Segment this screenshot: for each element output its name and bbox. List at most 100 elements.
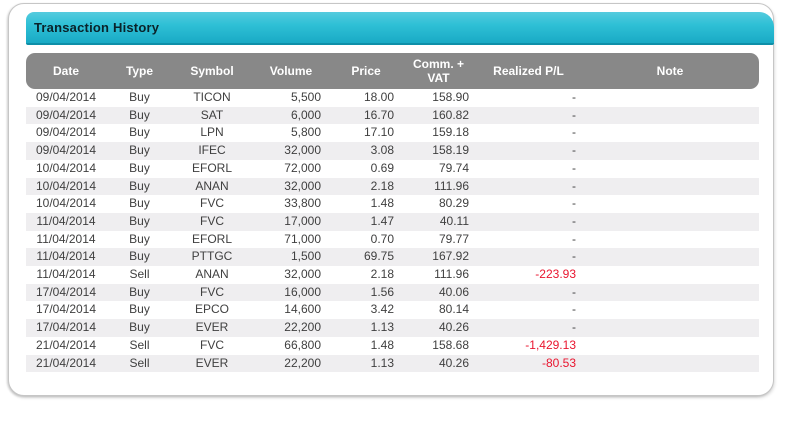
cell-type: Buy: [129, 160, 150, 175]
cell-realized_pl: -: [572, 196, 576, 211]
table-row: 11/04/2014 Buy EFORL 71,000 0.70 79.77 -: [26, 231, 759, 249]
panel-title: Transaction History: [34, 20, 160, 35]
cell-symbol: IFEC: [173, 142, 251, 160]
cell-date: 11/04/2014: [26, 212, 106, 231]
cell-type: Buy: [129, 302, 150, 317]
cell-comm_vat: 79.74: [438, 160, 469, 175]
cell-comm_vat: 40.11: [401, 212, 476, 231]
table-row: 21/04/2014 Sell FVC 66,800 1.48 158.68 -1,429.…: [26, 337, 759, 355]
cell-symbol: EPCO: [194, 302, 229, 317]
cell-volume: 14,600: [284, 302, 321, 317]
cell-volume: 22,200: [251, 319, 331, 337]
cell-note: [581, 124, 759, 142]
cell-price: 1.48: [370, 337, 394, 352]
table-row: 17/04/2014 Buy FVC 16,000 1.56 40.06-: [26, 283, 759, 302]
table-body: 09/04/2014 Buy TICON 5,500 18.00 158.90-09/04…: [26, 89, 759, 373]
cell-comm_vat: 159.18: [432, 125, 469, 140]
cell-volume: 33,800: [284, 196, 321, 211]
cell-realized_pl: -: [476, 283, 581, 302]
table-row: 09/04/2014 Buy LPN 5,800 17.10 159.18 -: [26, 124, 759, 142]
cell-date: 17/04/2014: [35, 302, 97, 317]
column-header-volume: Volume: [251, 53, 331, 89]
cell-type: Buy: [106, 142, 173, 160]
cell-type: Buy: [106, 212, 173, 231]
cell-comm_vat: 111.96: [401, 177, 476, 196]
cell-type: Sell: [106, 354, 173, 373]
cell-symbol: FVC: [173, 212, 251, 231]
panel-title-bar: Transaction History: [26, 12, 774, 45]
cell-price: 1.47: [331, 212, 401, 231]
cell-price: 3.08: [331, 142, 401, 160]
cell-date: 17/04/2014: [26, 319, 106, 337]
transaction-table: Date Type Symbol Volume Price Comm. + VAT Real…: [26, 53, 759, 373]
cell-type: Buy: [129, 231, 150, 246]
cell-note: [581, 89, 759, 107]
cell-symbol: PTTGC: [173, 248, 251, 267]
column-header-date: Date: [26, 53, 106, 89]
cell-note: [581, 337, 759, 355]
cell-comm_vat: 158.90: [432, 90, 469, 104]
cell-price: 16.70: [331, 106, 401, 125]
transaction-history-panel: Transaction History Date Type Symbol Volume…: [8, 3, 774, 396]
cell-volume: 32,000: [251, 177, 331, 196]
cell-symbol: EVER: [173, 319, 251, 337]
cell-realized_pl: -: [476, 106, 581, 125]
cell-date: 11/04/2014: [36, 231, 96, 246]
cell-realized_pl: -: [476, 212, 581, 231]
cell-realized_pl: -: [476, 177, 581, 196]
cell-note: [581, 177, 759, 196]
table-row: 11/04/2014 Buy PTTGC 1,500 69.75 167.92-: [26, 248, 759, 267]
cell-price: 1.13: [331, 319, 401, 337]
cell-note: [581, 212, 759, 231]
cell-price: 1.56: [331, 283, 401, 302]
cell-volume: 72,000: [284, 160, 321, 175]
cell-volume: 32,000: [284, 267, 321, 282]
cell-type: Buy: [106, 248, 173, 267]
cell-type: Buy: [106, 319, 173, 337]
cell-date: 09/04/2014: [35, 125, 97, 140]
cell-price: 69.75: [331, 248, 401, 267]
cell-realized_pl: -: [476, 319, 581, 337]
cell-realized_pl: -80.53: [476, 354, 581, 373]
cell-realized_pl: -: [572, 302, 576, 317]
cell-volume: 5,800: [290, 125, 321, 140]
cell-price: 3.42: [370, 302, 394, 317]
table-row: 09/04/2014 Buy SAT 6,000 16.70 160.82-: [26, 106, 759, 125]
cell-note: [581, 160, 759, 178]
column-header-note: Note: [581, 53, 759, 89]
cell-type: Buy: [106, 177, 173, 196]
table-row: 11/04/2014 Sell ANAN 32,000 2.18 111.96 -223.9…: [26, 266, 759, 284]
cell-comm_vat: 80.29: [438, 196, 469, 211]
cell-comm_vat: 158.19: [401, 142, 476, 160]
cell-type: Buy: [129, 90, 150, 104]
cell-type: Sell: [129, 337, 150, 352]
cell-price: 17.10: [363, 125, 394, 140]
cell-volume: 22,200: [251, 354, 331, 373]
cell-volume: 5,500: [290, 90, 321, 104]
table-row: 17/04/2014 Buy EVER 22,200 1.13 40.26-: [26, 319, 759, 337]
cell-volume: 1,500: [251, 248, 331, 267]
cell-comm_vat: 40.06: [401, 283, 476, 302]
table-row: 10/04/2014 Buy ANAN 32,000 2.18 111.96-: [26, 177, 759, 196]
cell-note: [581, 319, 759, 337]
cell-date: 10/04/2014: [35, 160, 97, 175]
cell-symbol: LPN: [200, 125, 224, 140]
cell-symbol: FVC: [200, 337, 224, 352]
cell-volume: 17,000: [251, 212, 331, 231]
cell-date: 21/04/2014: [35, 337, 97, 352]
cell-price: 1.48: [370, 196, 394, 211]
cell-comm_vat: 158.68: [432, 337, 469, 352]
cell-symbol: TICON: [193, 90, 231, 104]
cell-price: 2.18: [370, 267, 394, 282]
cell-comm_vat: 40.26: [401, 354, 476, 373]
cell-symbol: FVC: [200, 196, 224, 211]
cell-date: 10/04/2014: [26, 177, 106, 196]
cell-comm_vat: 40.26: [401, 319, 476, 337]
table-row: 09/04/2014 Buy IFEC 32,000 3.08 158.19-: [26, 142, 759, 160]
cell-date: 17/04/2014: [26, 283, 106, 302]
cell-date: 09/04/2014: [26, 142, 106, 160]
cell-note: [581, 231, 759, 249]
cell-note: [581, 283, 759, 302]
column-header-type: Type: [106, 53, 173, 89]
cell-note: [581, 266, 759, 284]
